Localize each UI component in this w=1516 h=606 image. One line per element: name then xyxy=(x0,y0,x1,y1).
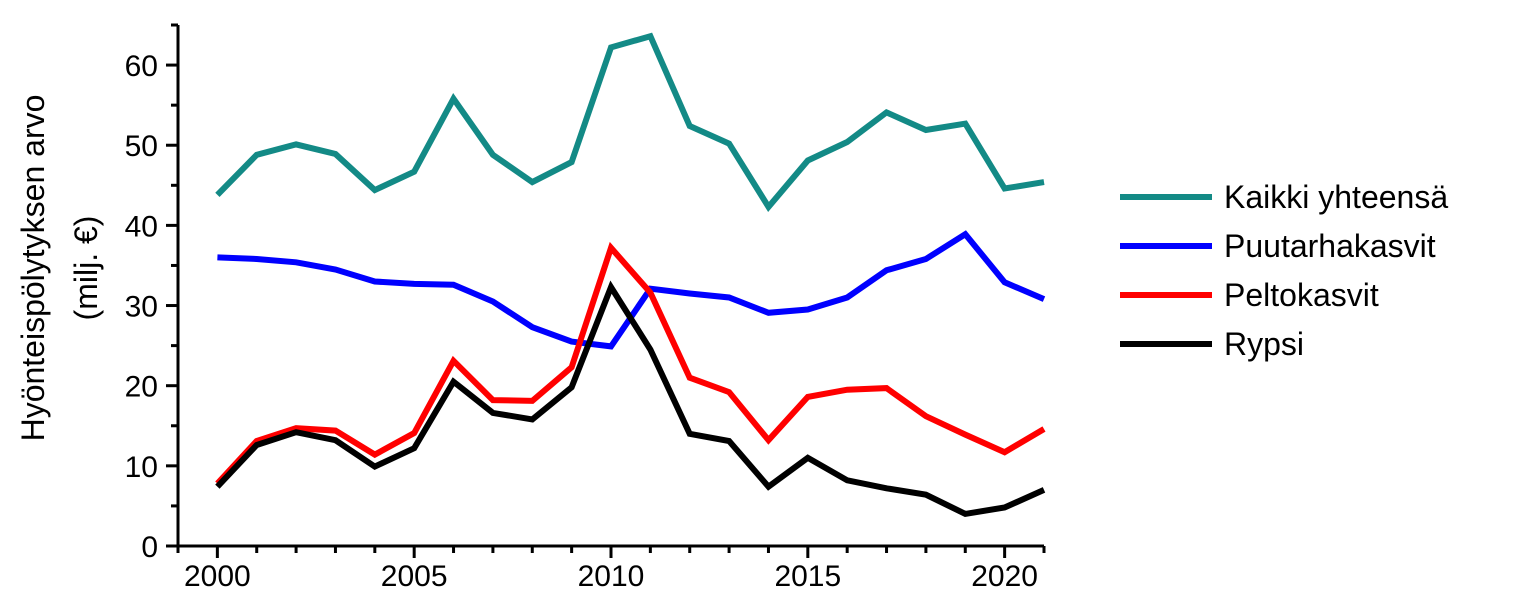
legend: Kaikki yhteensä Puutarhakasvit Peltokasvit… xyxy=(1120,179,1448,362)
series-line-4 xyxy=(215,280,1046,518)
y-tick-label: 10 xyxy=(125,451,158,484)
y-tick-label: 20 xyxy=(125,371,158,404)
x-tick-label: 2005 xyxy=(381,560,448,593)
y-tick-label: 60 xyxy=(125,50,158,83)
y-axis-unit: (milj. €) xyxy=(68,216,104,321)
legend-label-2: Puutarhakasvit xyxy=(1224,228,1436,264)
series-line-3 xyxy=(215,241,1046,486)
legend-label-3: Peltokasvit xyxy=(1224,277,1379,313)
x-tick-label: 2000 xyxy=(184,560,251,593)
x-tick-label: 2015 xyxy=(774,560,841,593)
x-tick-label: 2020 xyxy=(971,560,1038,593)
y-tick-label: 0 xyxy=(141,531,158,564)
series-line-1 xyxy=(215,32,1045,212)
legend-label-4: Rypsi xyxy=(1224,326,1304,362)
legend-label-1: Kaikki yhteensä xyxy=(1224,179,1448,215)
axes: 0 10 20 30 40 50 60 2000 2005 2010 2015 2020 xyxy=(125,23,1046,593)
plot-area xyxy=(215,32,1046,518)
y-tick-label: 50 xyxy=(125,130,158,163)
y-tick-label: 30 xyxy=(125,291,158,324)
series-line-2 xyxy=(217,230,1046,350)
x-tick-label: 2010 xyxy=(578,560,645,593)
y-tick-label: 40 xyxy=(125,210,158,243)
y-axis-title: Hyönteispölytyksen arvo xyxy=(15,95,51,442)
